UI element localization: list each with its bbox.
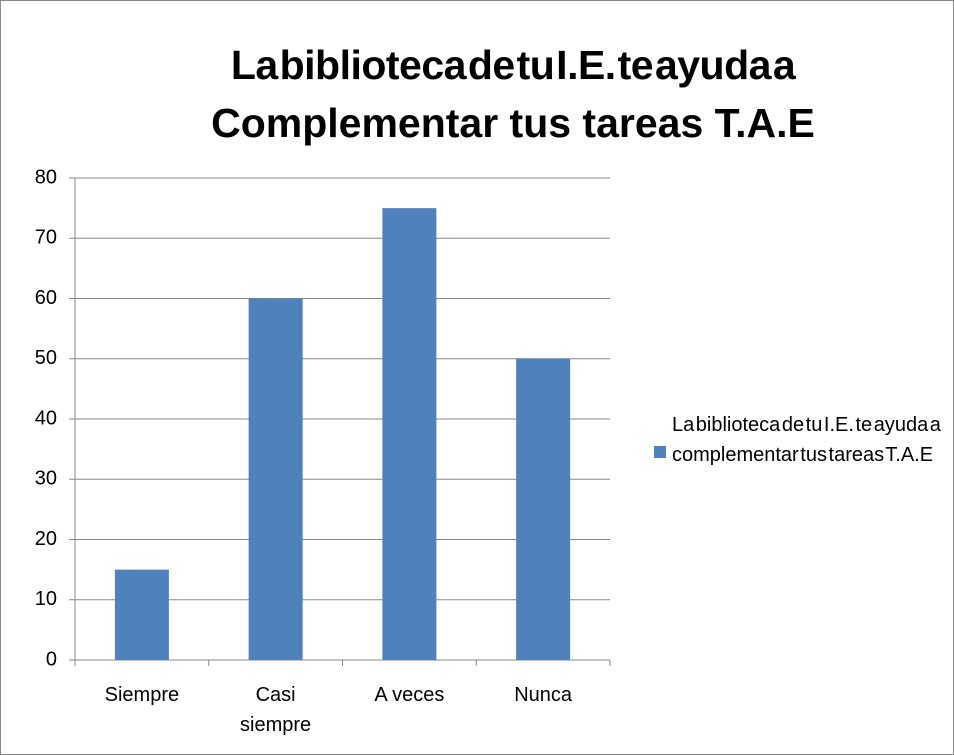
title-line: La biblioteca de tu I.E. te ayuda a <box>230 42 796 88</box>
bar <box>382 208 437 660</box>
y-tick-label: 80 <box>35 166 57 188</box>
legend-key <box>654 446 666 458</box>
chart-title: La biblioteca de tu I.E. te ayuda a Comp… <box>150 36 876 152</box>
y-tick-label: 30 <box>35 468 57 490</box>
title-line: Complementar tus tareas T.A.E <box>211 100 815 146</box>
x-tick-label: A veces <box>374 684 445 706</box>
y-tick-label: 60 <box>35 287 57 309</box>
bar <box>248 298 303 660</box>
x-tick-label: Nunca <box>514 684 573 706</box>
bar <box>114 569 169 660</box>
y-tick-label: 20 <box>35 528 57 550</box>
legend-label: La biblioteca de tu I.E. te ayuda a comp… <box>672 414 941 466</box>
x-tick-label: Casi siempre <box>240 684 312 736</box>
y-tick-label: 10 <box>35 588 57 610</box>
y-tick-label: 70 <box>35 227 57 249</box>
y-tick-label: 40 <box>35 407 57 429</box>
y-tick-label: 50 <box>35 347 57 369</box>
bar <box>516 358 571 660</box>
x-tick-label: Siempre <box>104 684 180 706</box>
y-tick-label: 0 <box>46 648 57 670</box>
